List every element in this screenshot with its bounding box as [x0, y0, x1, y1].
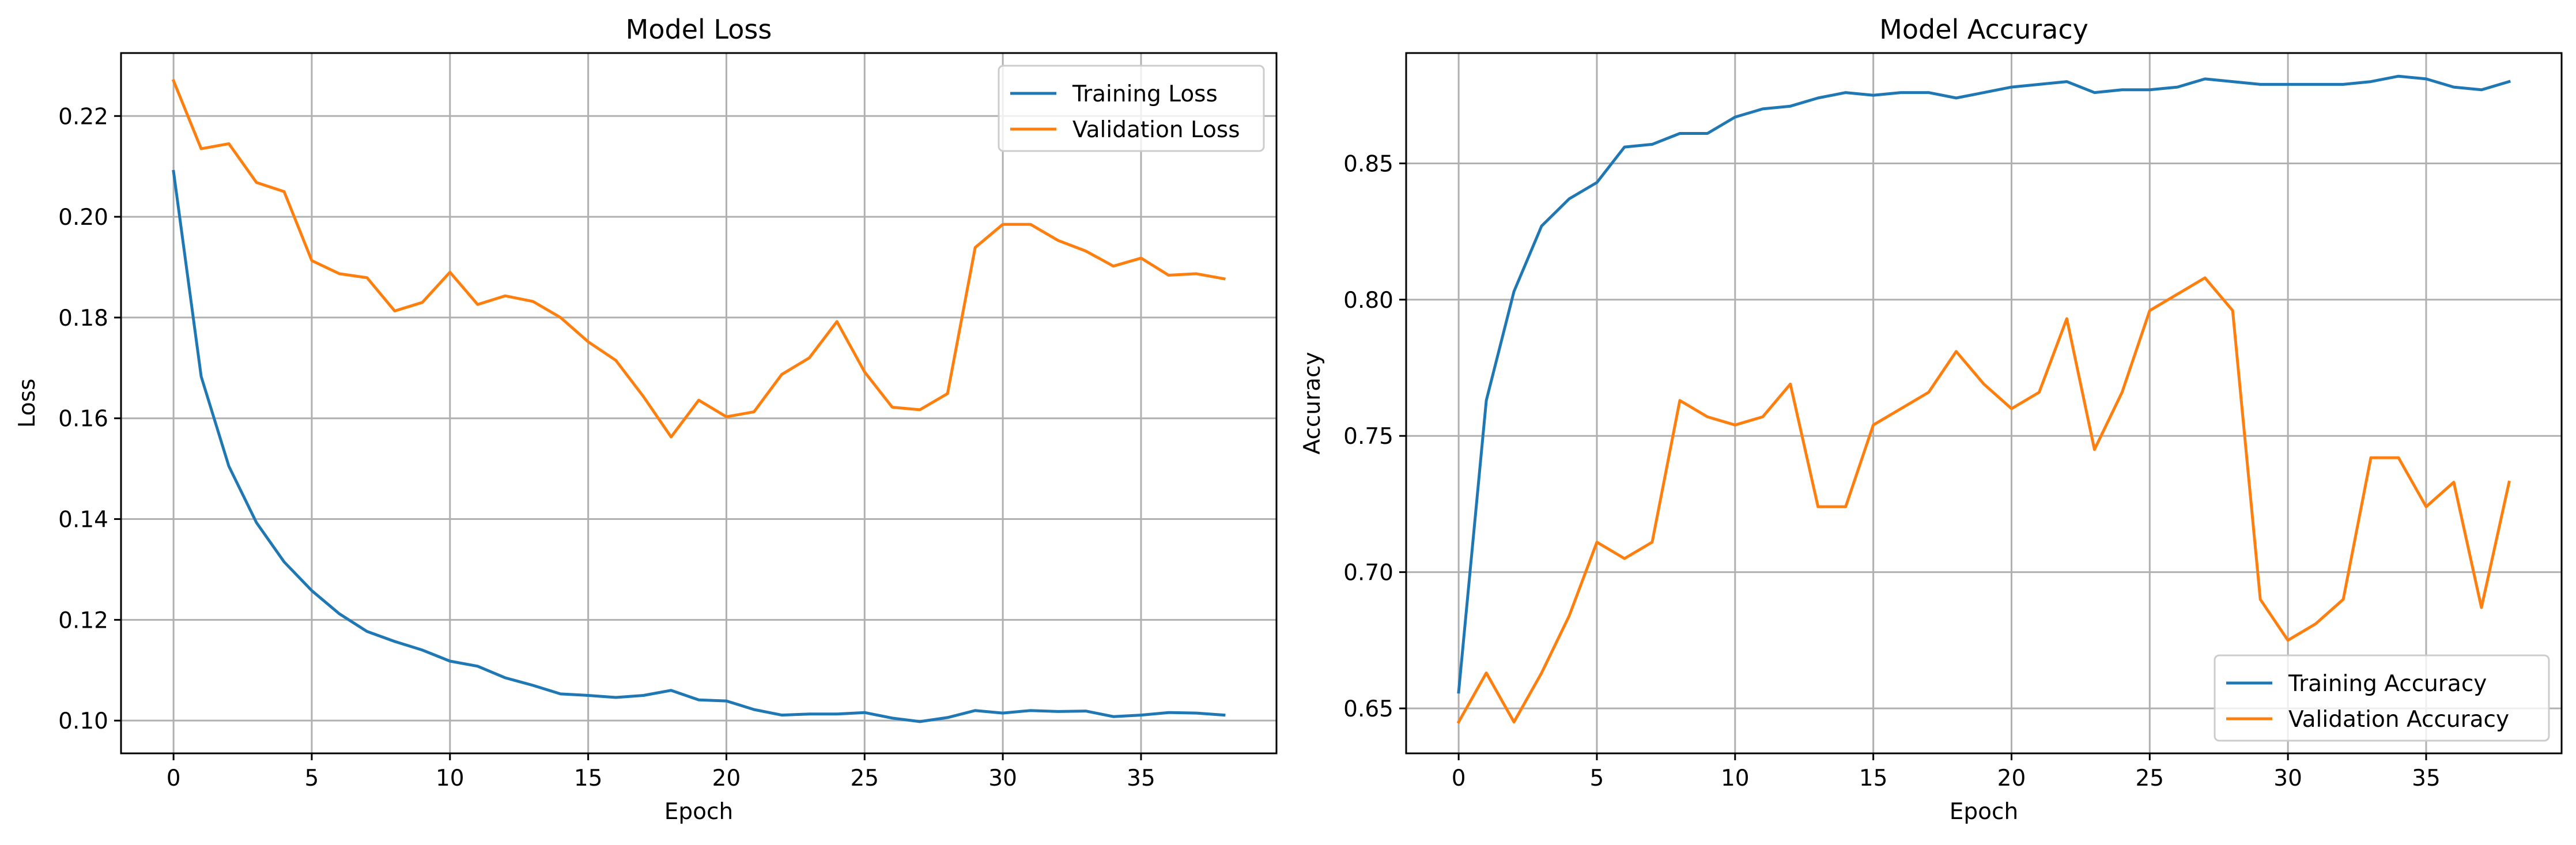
chart-title: Model Accuracy: [1879, 14, 2088, 45]
x-axis-label: Epoch: [1950, 799, 2018, 825]
legend: Training Accuracy Validation Accuracy: [2214, 654, 2550, 742]
x-tick-label: 5: [305, 765, 319, 791]
y-tick-label: 0.18: [58, 305, 108, 331]
x-tick-label: 15: [574, 765, 603, 791]
y-axis-label: Loss: [14, 379, 40, 428]
legend-label: Validation Loss: [1072, 117, 1240, 143]
series-line-validation-loss: [171, 78, 1226, 439]
x-tick-label: 35: [1127, 765, 1155, 791]
x-tick-label: 30: [2273, 765, 2302, 791]
y-tick-label: 0.85: [1343, 151, 1393, 177]
x-tick-label: 20: [1997, 765, 2026, 791]
x-tick-label: 15: [1859, 765, 1888, 791]
y-tick-label: 0.80: [1343, 288, 1393, 314]
legend-label: Training Loss: [1072, 81, 1218, 107]
x-tick-label: 10: [436, 765, 464, 791]
grid: [1406, 53, 2562, 753]
x-tick-label: 0: [1452, 765, 1466, 791]
x-tick-label: 25: [2135, 765, 2164, 791]
y-tick-label: 0.14: [58, 507, 108, 533]
x-tick-label: 35: [2412, 765, 2441, 791]
x-tick-label: 30: [988, 765, 1017, 791]
x-tick-label: 20: [712, 765, 741, 791]
y-tick-label: 0.10: [58, 708, 108, 734]
legend-label: Validation Accuracy: [2288, 707, 2509, 733]
plot-frame: [1405, 52, 2563, 755]
x-tick-label: 5: [1590, 765, 1604, 791]
y-axis-label: Accuracy: [1300, 352, 1325, 454]
x-tick-label: 0: [167, 765, 181, 791]
y-tick-label: 0.22: [58, 104, 108, 130]
y-tick-label: 0.75: [1343, 424, 1393, 450]
plot-frame: [120, 52, 1278, 755]
x-tick-label: 10: [1721, 765, 1750, 791]
y-tick-label: 0.20: [58, 205, 108, 231]
chart-panel-1: 0 5 10 15 20 25 30 35 0.10 0.12 0.14 0.16 0.18 0.20 0.…: [14, 14, 1278, 825]
y-tick-label: 0.12: [58, 608, 108, 633]
y-tick-label: 0.16: [58, 406, 108, 432]
legend-label: Training Accuracy: [2288, 671, 2487, 697]
x-axis-label: Epoch: [664, 799, 733, 825]
legend: Training Loss Validation Loss: [998, 65, 1265, 152]
series-line-training-accuracy: [1457, 74, 2511, 694]
chart-title: Model Loss: [626, 14, 772, 45]
series-line-validation-accuracy: [1456, 276, 2511, 725]
grid: [121, 53, 1276, 753]
legend-box: [2214, 654, 2550, 742]
y-tick-label: 0.65: [1343, 696, 1393, 722]
y-tick-label: 0.70: [1343, 560, 1393, 586]
series-line-training-loss: [172, 169, 1226, 723]
chart-panel-2: 0 5 10 15 20 25 30 35 0.65 0.70 0.75 0.80 0.85 Model …: [1300, 14, 2563, 825]
legend-box: [998, 65, 1265, 152]
x-tick-label: 25: [850, 765, 879, 791]
